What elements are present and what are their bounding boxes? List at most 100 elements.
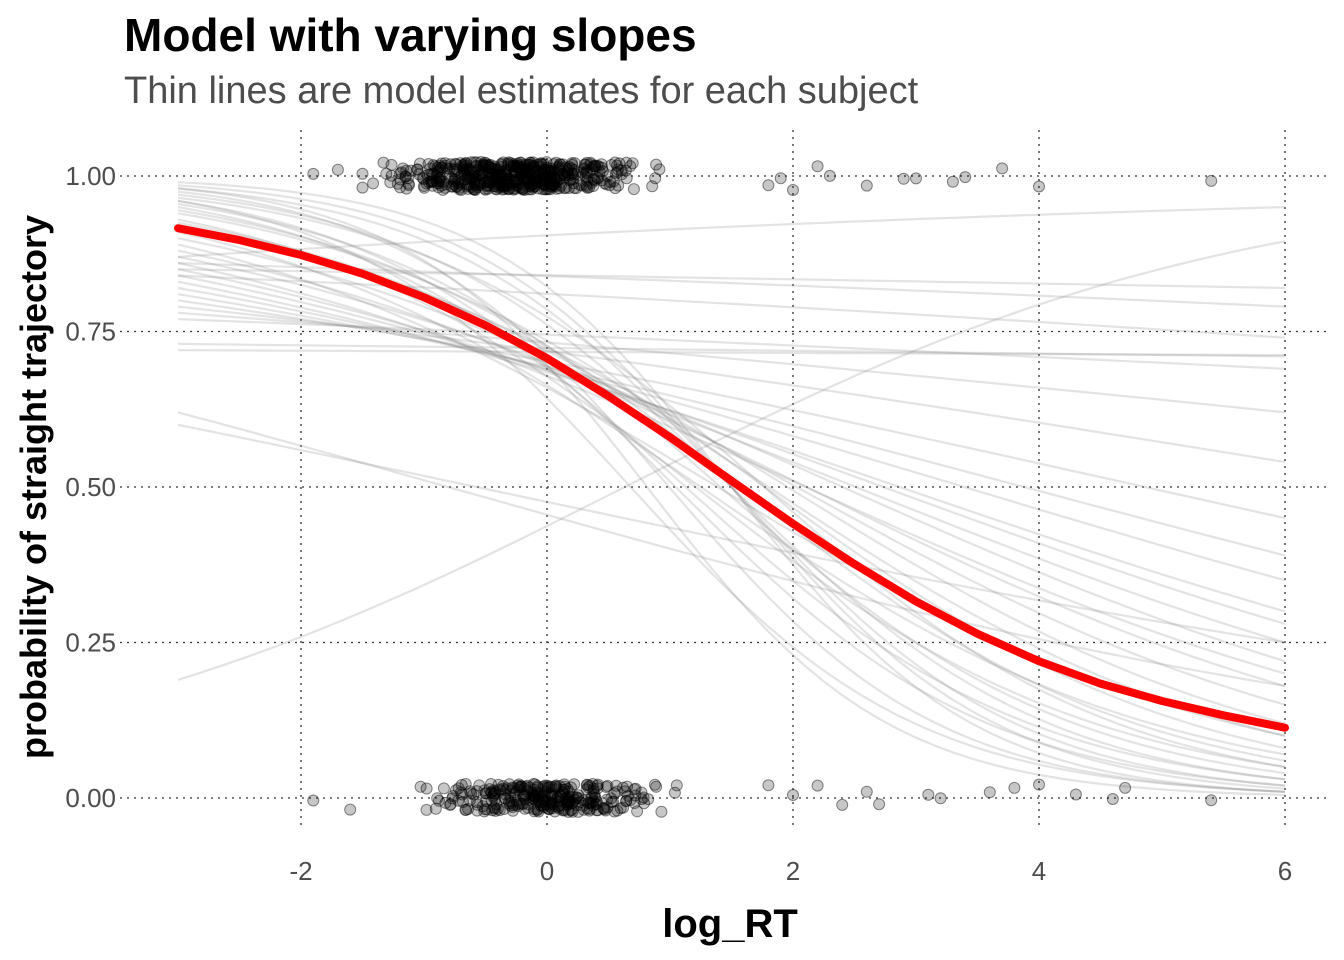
observation-point (531, 169, 544, 182)
observation-point (597, 802, 610, 815)
observation-point (558, 182, 571, 195)
observation-point (528, 803, 540, 816)
observation-point (553, 160, 566, 173)
observation-point (521, 173, 534, 186)
observation-point (489, 169, 502, 182)
observation-point (538, 163, 551, 176)
observation-point (468, 175, 481, 188)
observation-point (946, 175, 959, 188)
observation-point (537, 158, 550, 171)
observation-point (536, 168, 549, 181)
observation-point (516, 183, 529, 196)
observation-point (565, 162, 578, 175)
observation-point (424, 175, 437, 188)
observation-point (528, 172, 541, 185)
observation-point (499, 168, 512, 181)
observation-point (620, 795, 633, 808)
observation-point (560, 791, 573, 804)
observation-point (413, 157, 426, 170)
observation-point (619, 164, 632, 177)
y-tick-labels: 0.00 0.25 0.50 0.75 1.00 (65, 161, 116, 813)
observation-point (453, 181, 466, 194)
observation-point (503, 778, 516, 791)
observation-point (563, 785, 575, 798)
observation-point (418, 181, 431, 194)
observation-point (536, 183, 549, 196)
observation-point (499, 792, 512, 805)
observation-point (482, 174, 495, 187)
observation-point (529, 169, 542, 182)
observation-point (590, 797, 603, 810)
observation-point (433, 173, 446, 186)
observation-point (515, 169, 527, 182)
observation-point (516, 164, 529, 177)
observation-point (530, 174, 543, 187)
observation-point (556, 168, 568, 181)
subject-curve (177, 318, 1286, 370)
observation-point (530, 165, 543, 178)
observation-point (453, 183, 466, 196)
observation-point (545, 787, 558, 800)
observation-point (565, 797, 578, 810)
observation-point (499, 788, 512, 801)
observation-point (545, 175, 558, 188)
observation-point (543, 177, 556, 189)
observation-point (402, 179, 415, 192)
observation-point (399, 170, 412, 183)
observation-point (542, 165, 555, 178)
observation-point (489, 182, 502, 195)
observation-point (481, 179, 494, 192)
observation-point (628, 783, 641, 796)
observation-point (534, 161, 547, 173)
subject-curve (177, 240, 1286, 681)
observation-point (540, 161, 553, 174)
observation-point (494, 177, 507, 190)
observation-point (504, 799, 517, 812)
observation-point (581, 778, 593, 791)
subject-curve (177, 202, 1286, 775)
observation-point (467, 182, 480, 195)
observation-point (491, 178, 504, 190)
observation-point (556, 785, 569, 798)
observation-point (549, 780, 562, 793)
observation-point (539, 173, 552, 186)
observation-point (532, 175, 545, 188)
observation-point (614, 802, 627, 815)
observation-point (481, 803, 494, 816)
observation-point (563, 174, 576, 187)
observation-point (546, 797, 559, 810)
observation-point (524, 180, 537, 193)
observation-point (524, 793, 537, 806)
observation-point (433, 159, 446, 172)
observation-point (553, 170, 566, 183)
observation-point (544, 178, 557, 191)
observation-point (489, 172, 502, 185)
observation-point (544, 171, 557, 184)
observation-point (540, 183, 553, 196)
observation-point (541, 164, 554, 177)
observation-point (307, 167, 320, 180)
subject-curve (177, 237, 1286, 706)
observation-point (1069, 788, 1082, 801)
observation-point (762, 179, 775, 192)
observation-point (513, 778, 525, 791)
observation-point (501, 182, 514, 195)
observation-point (562, 162, 575, 175)
observation-point (517, 789, 530, 802)
observation-point (552, 795, 565, 807)
observation-point (497, 171, 510, 184)
observation-point (481, 180, 494, 193)
observation-point (528, 165, 540, 178)
observation-point (473, 779, 486, 792)
observation-point (425, 176, 438, 189)
observation-point (608, 787, 621, 800)
observation-point (487, 162, 500, 175)
observation-point (531, 780, 544, 793)
observation-point (551, 170, 564, 182)
observation-point (996, 162, 1009, 175)
observation-point (577, 167, 590, 180)
observation-point (539, 779, 552, 792)
subject-curve (177, 199, 1286, 793)
observation-point (558, 804, 571, 817)
observation-point (502, 158, 515, 171)
